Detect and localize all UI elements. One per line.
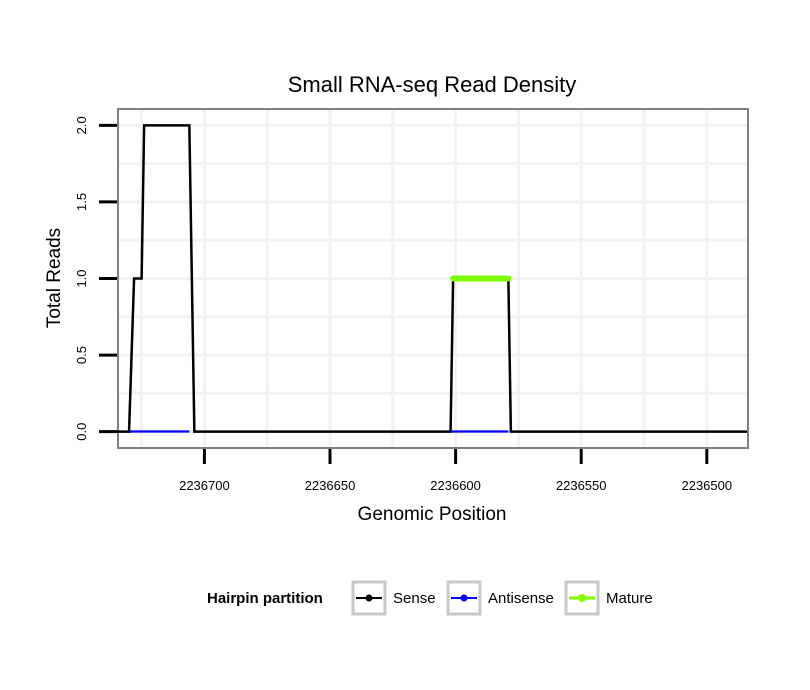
legend-item-mature: Mature: [564, 580, 653, 616]
axis-ticks: [99, 123, 709, 464]
x-axis-title: Genomic Position: [358, 504, 507, 525]
x-tick-labels: 2236700 2236650 2236600 2236550 2236500: [179, 478, 732, 493]
y-tick-label: 1.0: [74, 269, 89, 287]
y-tick-label: 2.0: [74, 116, 89, 134]
legend-antisense-point: [460, 594, 468, 602]
sense-series-line: [116, 124, 747, 433]
legend-label-sense: Sense: [393, 590, 436, 607]
x-tick-label: 2236650: [305, 478, 356, 493]
x-tick-label: 2236500: [681, 478, 732, 493]
legend-item-antisense: Antisense: [446, 580, 554, 616]
legend: Hairpin partition Sense Antisense Mature: [207, 580, 653, 616]
y-tick-label: 0.5: [74, 346, 89, 364]
chart-title: Small RNA-seq Read Density: [288, 72, 577, 97]
legend-mature-point: [578, 594, 586, 602]
x-tick-label: 2236600: [430, 478, 481, 493]
legend-sense-point: [365, 594, 373, 602]
legend-title: Hairpin partition: [207, 590, 323, 607]
y-tick-label: 1.5: [74, 193, 89, 211]
series-layer: [116, 124, 747, 433]
x-tick-label: 2236550: [556, 478, 607, 493]
y-tick-labels: 0.0 0.5 1.0 1.5 2.0: [74, 116, 89, 440]
legend-label-antisense: Antisense: [488, 590, 554, 607]
x-tick-label: 2236700: [179, 478, 230, 493]
legend-item-sense: Sense: [351, 580, 436, 616]
y-tick-label: 0.0: [74, 423, 89, 441]
y-axis-title: Total Reads: [44, 228, 65, 328]
legend-label-mature: Mature: [606, 590, 653, 607]
